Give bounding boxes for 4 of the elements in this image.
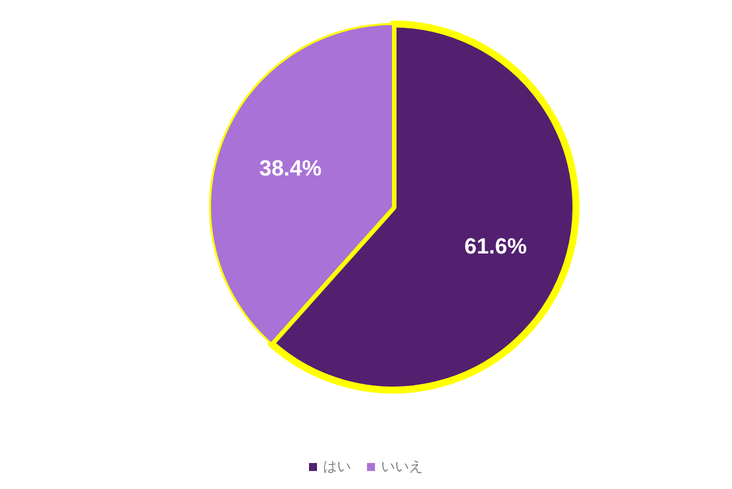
data-label: 38.4%	[259, 155, 322, 180]
legend-label: はい	[323, 459, 351, 475]
legend-label: いいえ	[381, 459, 423, 475]
data-label: 61.6%	[464, 234, 527, 259]
